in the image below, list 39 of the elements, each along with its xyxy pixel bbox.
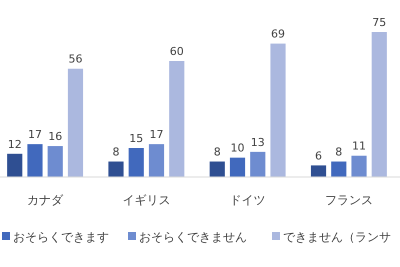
bar <box>169 61 184 177</box>
bar <box>310 165 326 177</box>
legend-label: おそらくできません <box>139 230 247 244</box>
bar <box>148 144 164 177</box>
bar <box>331 162 346 177</box>
bar <box>270 44 286 177</box>
bar <box>372 32 387 177</box>
bar <box>7 154 22 177</box>
bar <box>68 68 84 177</box>
data-label: 13 <box>250 136 265 149</box>
data-label: 11 <box>352 140 366 153</box>
data-label: 60 <box>170 45 184 58</box>
bar <box>210 162 225 177</box>
data-label: 15 <box>129 132 144 145</box>
x-tick-label: カナダ <box>27 193 64 207</box>
data-label: 17 <box>149 128 164 142</box>
data-label: 56 <box>68 52 82 66</box>
x-tick-label: ドイツ <box>230 193 266 207</box>
data-label: 75 <box>372 16 386 29</box>
bar <box>250 152 266 177</box>
bar <box>351 156 367 177</box>
bar <box>27 144 43 177</box>
data-label: 10 <box>230 142 245 155</box>
x-tick-label: フランス <box>324 193 373 207</box>
bar <box>48 146 63 177</box>
bar <box>128 148 144 177</box>
data-label: 17 <box>28 128 42 142</box>
bar <box>108 162 124 177</box>
data-label: 6 <box>315 149 322 162</box>
data-label: 16 <box>48 130 62 144</box>
data-label: 8 <box>214 146 221 159</box>
data-label: 8 <box>112 146 120 159</box>
legend-label: できません（ランサ <box>283 230 391 244</box>
bar <box>230 158 246 177</box>
data-label: 8 <box>335 146 342 159</box>
legend-label: おそらくできます <box>13 230 109 244</box>
data-label: 69 <box>271 28 286 41</box>
x-tick-label: イギリス <box>122 193 170 207</box>
data-label: 12 <box>8 138 22 151</box>
